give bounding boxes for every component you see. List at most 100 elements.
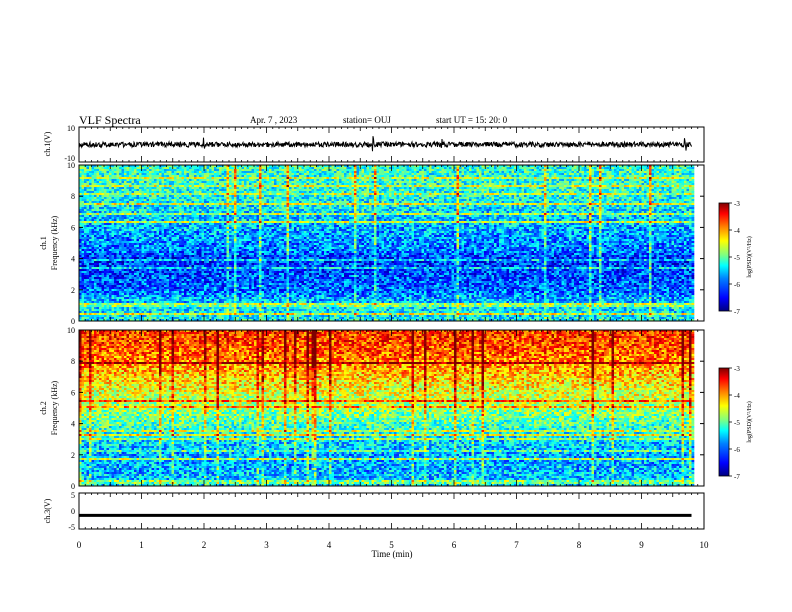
spectrogram-cell — [107, 181, 110, 183]
spectrogram-cell — [409, 167, 412, 169]
spectrogram-cell — [454, 173, 457, 175]
spectrogram-cell — [607, 175, 610, 177]
spectrogram-cell — [284, 171, 287, 173]
spectrogram-cell — [342, 185, 345, 187]
spectrogram-cell — [629, 185, 632, 187]
spectrogram-cell — [274, 169, 277, 171]
spectrogram-cell — [549, 181, 552, 183]
spectrogram-cell — [647, 173, 650, 175]
spectrogram-cell — [224, 177, 227, 179]
spectrogram-cell — [519, 183, 522, 185]
spectrogram-cell — [369, 181, 372, 183]
spectrogram-cell — [329, 179, 332, 181]
spectrogram-cell — [357, 173, 360, 175]
spectrogram-cell — [349, 167, 352, 169]
spectrogram-cell — [667, 181, 670, 183]
spectrogram-cell — [157, 171, 160, 173]
spectrogram-cell — [442, 185, 445, 187]
spectrogram-cell — [227, 169, 230, 171]
spectrogram-cell — [172, 179, 175, 181]
spectrogram-cell — [284, 187, 287, 189]
spectrogram-cell — [607, 183, 610, 185]
spectrogram-cell — [599, 169, 602, 171]
spectrogram-cell — [494, 169, 497, 171]
spectrogram-cell — [647, 181, 650, 183]
spectrogram-cell — [117, 181, 120, 183]
spectrogram-cell — [152, 173, 155, 175]
spectrogram-cell — [92, 185, 95, 187]
spectrogram-cell — [462, 169, 465, 171]
spectrogram-cell — [87, 181, 90, 183]
spectrogram-cell — [542, 167, 545, 169]
spectrogram-cell — [592, 175, 595, 177]
spectrogram-cell — [127, 169, 130, 171]
spectrogram-cell — [492, 175, 495, 177]
spectrogram-cell — [387, 175, 390, 177]
spectrogram-cell — [287, 175, 290, 177]
spectrogram-cell — [584, 183, 587, 185]
spectrogram-cell — [369, 177, 372, 179]
spectrogram-cell — [224, 171, 227, 173]
spectrogram-cell — [372, 183, 375, 185]
spectrogram-cell — [304, 167, 307, 169]
spectrogram-cell — [432, 171, 435, 173]
spectrogram-cell — [237, 169, 240, 171]
spectrogram-cell — [692, 173, 695, 175]
spectrogram-cell — [224, 183, 227, 185]
spectrogram-cell — [499, 167, 502, 169]
spectrogram-cell — [667, 177, 670, 179]
spectrogram-cell — [347, 171, 350, 173]
spectrogram-cell — [399, 181, 402, 183]
spectrogram-cell — [217, 175, 220, 177]
spectrogram-cell — [229, 171, 232, 173]
spectrogram-cell — [322, 181, 325, 183]
spectrogram-cell — [132, 183, 135, 185]
spectrogram-cell — [209, 173, 212, 175]
spectrogram-cell — [162, 171, 165, 173]
spectrogram-cell — [584, 185, 587, 187]
spectrogram-cell — [639, 183, 642, 185]
spectrogram-cell — [497, 167, 500, 169]
spectrogram-cell — [264, 181, 267, 183]
spectrogram-cell — [559, 175, 562, 177]
spectrogram-cell — [584, 179, 587, 181]
spectrogram-cell — [344, 181, 347, 183]
spectrogram-cell — [624, 167, 627, 169]
spectrogram-cell — [342, 173, 345, 175]
spectrogram-cell — [197, 187, 200, 189]
spectrogram-cell — [557, 183, 560, 185]
spectrogram-cell — [562, 181, 565, 183]
spectrogram-cell — [567, 179, 570, 181]
spectrogram-cell — [444, 185, 447, 187]
spectrogram-cell — [539, 169, 542, 171]
spectrogram-cell — [484, 173, 487, 175]
spectrogram-cell — [512, 183, 515, 185]
spectrogram-cell — [132, 181, 135, 183]
spectrogram-cell — [142, 185, 145, 187]
spectrogram-cell — [242, 177, 245, 179]
spectrogram-cell — [612, 181, 615, 183]
spectrogram-cell — [629, 167, 632, 169]
spectrogram-cell — [554, 173, 557, 175]
spectrogram-cell — [249, 181, 252, 183]
spectrogram-cell — [174, 185, 177, 187]
spectrogram-cell — [184, 171, 187, 173]
spectrogram-cell — [122, 169, 125, 171]
spectrogram-cell — [657, 177, 660, 179]
spectrogram-cell — [272, 177, 275, 179]
spectrogram-cell — [319, 183, 322, 185]
spectrogram-cell — [687, 171, 690, 173]
spectrogram-cell — [212, 187, 215, 189]
spectrogram-cell — [272, 167, 275, 169]
spectrogram-cell — [182, 167, 185, 169]
spectrogram-cell — [402, 187, 405, 189]
spectrogram-cell — [689, 185, 692, 187]
spectrogram-cell — [134, 171, 137, 173]
spectrogram-cell — [454, 167, 457, 169]
spectrogram-cell — [689, 167, 692, 169]
spectrogram-cell — [604, 167, 607, 169]
spectrogram-cell — [529, 179, 532, 181]
spectrogram-cell — [284, 185, 287, 187]
spectrogram-cell — [219, 169, 222, 171]
spectrogram-cell — [172, 171, 175, 173]
